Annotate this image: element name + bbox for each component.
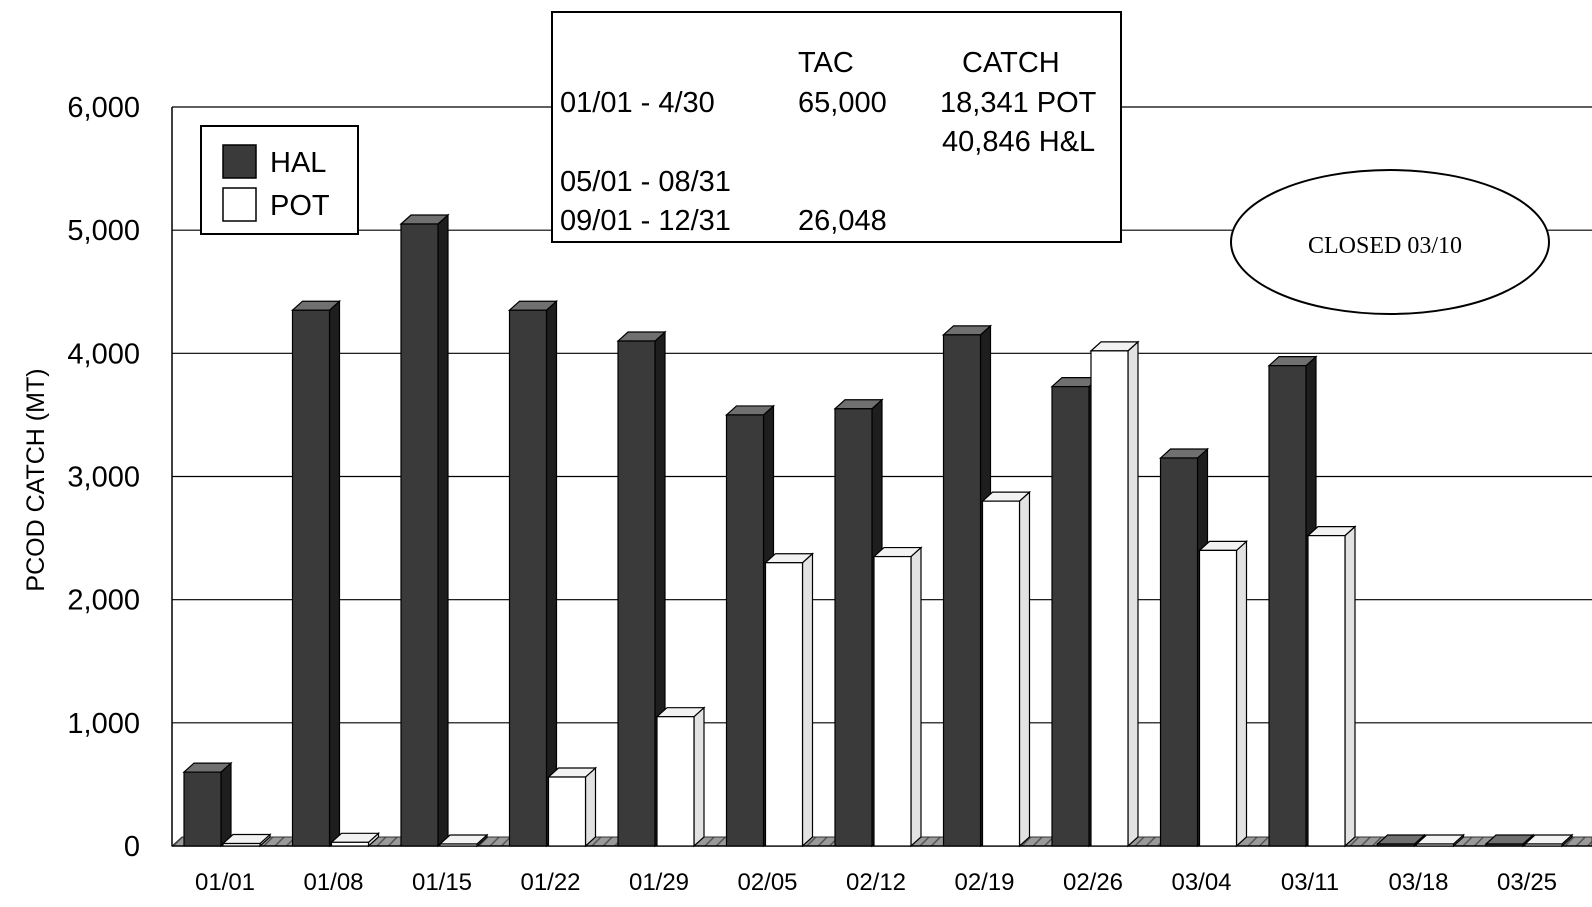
y-tick-label: 2,000 (67, 585, 140, 617)
x-tick-label: 02/12 (846, 869, 906, 896)
x-tick-label: 03/25 (1497, 869, 1557, 896)
legend: HAL POT (200, 125, 359, 235)
x-tick-label: 03/11 (1281, 869, 1339, 896)
y-tick-label: 5,000 (67, 215, 140, 247)
bar-pot (980, 490, 1032, 848)
x-tick-label: 01/22 (520, 869, 580, 896)
y-tick-label: 3,000 (67, 462, 140, 494)
bar-hal (507, 299, 559, 848)
x-tick-label: 02/19 (954, 869, 1014, 896)
x-tick-label: 02/05 (737, 869, 797, 896)
y-axis-ticks: 0 1,000 2,000 3,000 4,000 5,000 6,000 (67, 92, 140, 863)
bar-hal (182, 761, 233, 848)
closed-ellipse (1230, 169, 1550, 315)
y-axis-title: PCOD CATCH (MT) (22, 368, 50, 591)
x-tick-label: 02/26 (1063, 869, 1123, 896)
legend-label-hal: HAL (270, 147, 326, 179)
tac-row-4-period: 09/01 - 12/31 (560, 205, 731, 237)
legend-label-pot: POT (270, 190, 330, 222)
y-tick-label: 4,000 (67, 338, 140, 370)
tac-header: TAC (798, 47, 854, 79)
tac-row-2-catch: 40,846 H&L (942, 126, 1095, 158)
bar-hal (290, 299, 342, 848)
bar-pot (1306, 525, 1357, 848)
y-tick-label: 6,000 (67, 92, 140, 124)
bar-pot (872, 546, 923, 848)
legend-swatch-hal (222, 144, 257, 179)
tac-info-box: TAC CATCH 01/01 - 4/30 65,000 18,341 POT… (551, 11, 1122, 243)
bar-pot (1523, 833, 1574, 848)
x-tick-label: 03/18 (1388, 869, 1448, 896)
x-tick-label: 01/08 (303, 869, 363, 896)
bar-pot (329, 831, 381, 848)
legend-swatch-pot (222, 187, 257, 222)
tac-row-1-tac: 65,000 (798, 87, 887, 119)
tac-row-4-tac: 26,048 (798, 205, 887, 237)
bar-hal (399, 213, 450, 848)
y-tick-label: 1,000 (67, 708, 140, 740)
x-tick-label: 01/01 (195, 869, 255, 896)
bar-pot (1089, 340, 1140, 848)
x-tick-label: 03/04 (1171, 869, 1231, 896)
bar-pot (1414, 833, 1466, 848)
x-tick-label: 01/15 (412, 869, 472, 896)
tac-row-1-catch: 18,341 POT (940, 87, 1097, 119)
x-axis-ticks: 01/01 01/08 01/15 01/22 01/29 02/05 02/12 02/19… (195, 869, 1557, 896)
bar-pot (546, 766, 598, 848)
x-tick-label: 01/29 (629, 869, 689, 896)
y-tick-label: 0 (124, 831, 140, 863)
tac-row-3-period: 05/01 - 08/31 (560, 166, 731, 198)
bar-pot (438, 833, 489, 848)
bar-hal (833, 398, 884, 848)
bar-pot (763, 552, 815, 848)
bar-pot (1197, 540, 1249, 848)
tac-row-1-period: 01/01 - 4/30 (560, 87, 715, 119)
bar-pot (655, 706, 706, 848)
catch-header: CATCH (962, 47, 1060, 79)
closed-annotation: CLOSED 03/10 (1230, 169, 1550, 315)
closed-label: CLOSED 03/10 (1308, 233, 1462, 259)
bars (182, 213, 1574, 848)
bar-pot (221, 833, 272, 848)
tac-box-frame (551, 11, 1122, 243)
